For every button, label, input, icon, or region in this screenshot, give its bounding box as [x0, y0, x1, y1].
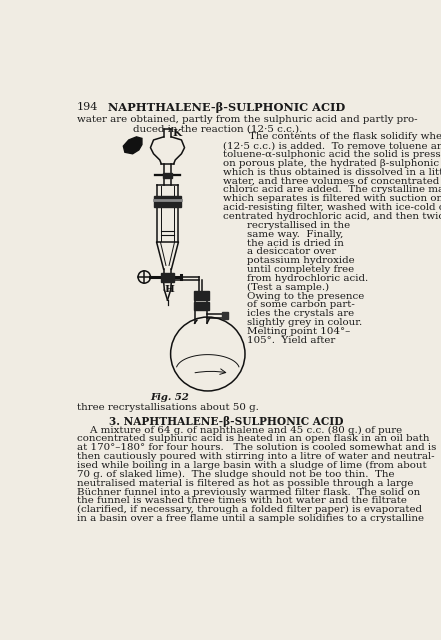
Text: 70 g. of slaked lime).  The sludge should not be too thin.  The: 70 g. of slaked lime). The sludge should…: [77, 470, 394, 479]
Text: Fig. 52: Fig. 52: [150, 392, 189, 401]
Text: the funnel is washed three times with hot water and the filtrate: the funnel is washed three times with ho…: [77, 497, 407, 506]
Text: K: K: [173, 129, 182, 138]
Bar: [161, 273, 175, 282]
Polygon shape: [123, 137, 142, 154]
Text: 194: 194: [77, 102, 98, 112]
Text: toluene-α-sulphonic acid the solid is pressed well: toluene-α-sulphonic acid the solid is pr…: [223, 150, 441, 159]
Text: The contents of the flask solidify when water: The contents of the flask solidify when …: [223, 132, 441, 141]
Text: concentrated sulphuric acid is heated in an open flask in an oil bath: concentrated sulphuric acid is heated in…: [77, 435, 430, 444]
Text: potassium hydroxide: potassium hydroxide: [247, 256, 355, 265]
Text: neutralised material is filtered as hot as possible through a large: neutralised material is filtered as hot …: [77, 479, 413, 488]
Text: the acid is dried in: the acid is dried in: [247, 239, 344, 248]
Text: 105°.  Yield after: 105°. Yield after: [247, 336, 336, 345]
Text: from hydrochloric acid.: from hydrochloric acid.: [247, 274, 369, 283]
Text: (12·5 c.c.) is added.  To remove toluene and: (12·5 c.c.) is added. To remove toluene …: [223, 141, 441, 150]
Text: of some carbon part-: of some carbon part-: [247, 301, 355, 310]
Text: slightly grey in colour.: slightly grey in colour.: [247, 318, 363, 327]
Bar: [163, 173, 172, 179]
Text: icles the crystals are: icles the crystals are: [247, 309, 355, 318]
Bar: [153, 196, 181, 207]
Text: (Test a sample.): (Test a sample.): [247, 283, 329, 292]
Text: ised while boiling in a large basin with a sludge of lime (from about: ised while boiling in a large basin with…: [77, 461, 426, 470]
Text: chloric acid are added.  The crystalline material: chloric acid are added. The crystalline …: [223, 186, 441, 195]
Text: on porous plate, the hydrated β-sulphonic acid: on porous plate, the hydrated β-sulphoni…: [223, 159, 441, 168]
Bar: [222, 312, 228, 319]
Text: at 170°–180° for four hours.   The solution is cooled somewhat and is: at 170°–180° for four hours. The solutio…: [77, 444, 436, 452]
Bar: [194, 303, 209, 310]
Bar: [194, 291, 209, 300]
Text: acid-resisting filter, washed with ice-cold con-: acid-resisting filter, washed with ice-c…: [223, 203, 441, 212]
Text: water, and three volumes of concentrated hydro-: water, and three volumes of concentrated…: [223, 177, 441, 186]
Text: Melting point 104°–: Melting point 104°–: [247, 327, 351, 336]
Text: a desiccator over: a desiccator over: [247, 247, 336, 257]
Text: water are obtained, partly from the sulphuric acid and partly pro-: water are obtained, partly from the sulp…: [77, 115, 418, 124]
Text: Büchner funnel into a previously warmed filter flask.  The solid on: Büchner funnel into a previously warmed …: [77, 488, 420, 497]
Text: then cautiously poured with stirring into a litre of water and neutral-: then cautiously poured with stirring int…: [77, 452, 434, 461]
Text: 3. NAPHTHALENE-β-SULPHONIC ACID: 3. NAPHTHALENE-β-SULPHONIC ACID: [109, 415, 344, 427]
Text: NAPHTHALENE-β-SULPHONIC ACID: NAPHTHALENE-β-SULPHONIC ACID: [108, 102, 345, 113]
Text: which is thus obtained is dissolved in a little hot: which is thus obtained is dissolved in a…: [223, 168, 441, 177]
Text: Owing to the presence: Owing to the presence: [247, 292, 365, 301]
Text: in a basin over a free flame until a sample solidifies to a crystalline: in a basin over a free flame until a sam…: [77, 514, 424, 523]
Text: same way.  Finally,: same way. Finally,: [247, 230, 344, 239]
Text: which separates is filtered with suction on an: which separates is filtered with suction…: [223, 194, 441, 204]
Text: A mixture of 64 g. of naphthalene and 45 c.c. (80 g.) of pure: A mixture of 64 g. of naphthalene and 45…: [77, 426, 402, 435]
Text: three recrystallisations about 50 g.: three recrystallisations about 50 g.: [77, 403, 259, 412]
Text: centrated hydrochloric acid, and then twice: centrated hydrochloric acid, and then tw…: [223, 212, 441, 221]
Text: until completely free: until completely free: [247, 265, 355, 274]
Text: (clarified, if necessary, through a folded filter paper) is evaporated: (clarified, if necessary, through a fold…: [77, 506, 422, 515]
Text: recrystallised in the: recrystallised in the: [247, 221, 351, 230]
Text: duced in the reaction (12·5 c.c.).: duced in the reaction (12·5 c.c.).: [133, 124, 302, 133]
Text: H: H: [164, 285, 174, 294]
